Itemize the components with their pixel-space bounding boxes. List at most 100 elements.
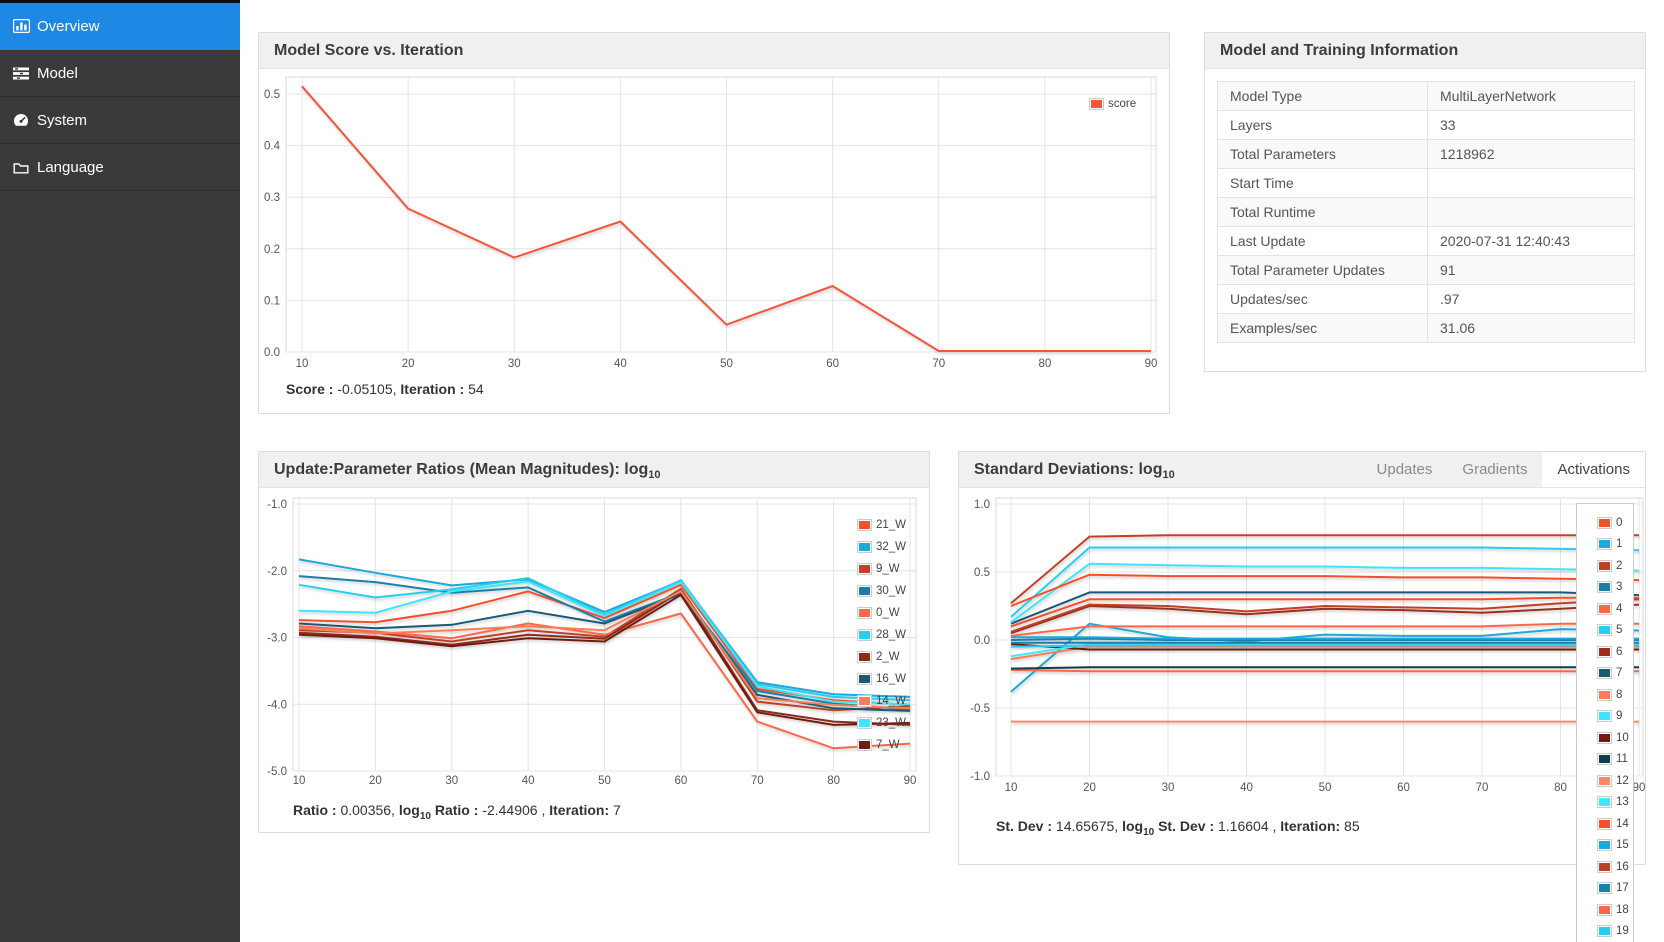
sidebar-item-model[interactable]: Model	[0, 50, 240, 97]
svg-text:90: 90	[1145, 358, 1158, 370]
svg-text:50: 50	[1319, 782, 1332, 794]
svg-text:30: 30	[508, 358, 521, 370]
legend-label: 0	[1616, 516, 1623, 529]
info-row-value: 91	[1427, 255, 1635, 285]
legend-label: 19	[1616, 925, 1629, 938]
svg-text:50: 50	[598, 775, 611, 787]
legend-label: 9	[1616, 710, 1623, 723]
log-ratio-status-value: -2.44906 ,	[478, 802, 550, 818]
legend-label: 7_W	[876, 739, 900, 751]
sidebar-item-label: Overview	[37, 17, 100, 35]
svg-text:80: 80	[1554, 782, 1567, 794]
legend-label: 15	[1616, 839, 1629, 852]
legend-swatch	[1597, 882, 1612, 895]
legend-label: 3	[1616, 581, 1623, 594]
legend-swatch	[857, 629, 872, 641]
legend-swatch	[1597, 774, 1612, 787]
legend-label: 32_W	[876, 541, 907, 553]
legend-label: 2_W	[876, 651, 900, 663]
legend-item: 17	[1597, 878, 1633, 900]
score-panel: Model Score vs. Iteration 0.0 0.1 0.2 0.3 0.…	[258, 32, 1170, 414]
svg-text:-2.0: -2.0	[267, 566, 287, 578]
info-row-value	[1427, 168, 1635, 198]
legend-swatch	[1597, 817, 1612, 830]
legend-label: 14	[1616, 817, 1629, 830]
legend-swatch	[1597, 710, 1612, 723]
legend-swatch	[857, 717, 872, 729]
sidebar: Overview Model System Language	[0, 0, 240, 942]
legend-item: 13	[1597, 792, 1633, 814]
legend-swatch	[1597, 860, 1612, 873]
svg-text:-1.0: -1.0	[970, 771, 990, 783]
svg-text:1.0: 1.0	[974, 499, 990, 511]
ratios-chart[interactable]: -1.0 -2.0 -3.0 -4.0 -5.0 10 20 30 40 50 60 70 80 90	[259, 488, 931, 794]
stdev-panel-header: Standard Deviations: log10 Updates Gradi…	[959, 452, 1645, 488]
log-stdev-status-label: log10 St. Dev :	[1122, 818, 1215, 838]
ratio-status: Ratio : 0.00356, log10 Ratio : -2.44906 …	[293, 802, 621, 822]
legend-swatch	[1597, 559, 1612, 572]
svg-text:10: 10	[296, 358, 309, 370]
sidebar-item-overview[interactable]: Overview	[0, 3, 240, 50]
stdev-panel: Standard Deviations: log10 Updates Gradi…	[958, 451, 1646, 865]
svg-text:20: 20	[402, 358, 415, 370]
legend-label: 23_W	[876, 717, 907, 729]
info-row-label: Updates/sec	[1217, 284, 1428, 314]
bar-chart-icon	[12, 19, 30, 33]
info-row: Updates/sec .97	[1217, 284, 1635, 314]
legend-swatch	[857, 585, 872, 597]
legend-label: 8	[1616, 688, 1623, 701]
score-chart[interactable]: 0.0 0.1 0.2 0.3 0.4 0.5 10 20 30 40 50 60 70 80 90	[259, 69, 1171, 375]
tab-updates[interactable]: Updates	[1376, 461, 1433, 478]
info-row-value: MultiLayerNetwork	[1427, 81, 1635, 111]
svg-text:80: 80	[827, 775, 840, 787]
legend-swatch	[1597, 925, 1612, 938]
legend-label: score	[1108, 98, 1137, 110]
iteration-status-label: Iteration:	[1280, 818, 1341, 834]
info-row-value: 31.06	[1427, 313, 1635, 343]
legend-item: 14	[1597, 813, 1633, 835]
svg-text:0.0: 0.0	[974, 635, 990, 647]
svg-text:20: 20	[369, 775, 382, 787]
sidebar-item-label: Model	[37, 64, 78, 82]
legend-swatch	[1597, 667, 1612, 680]
svg-text:60: 60	[1397, 782, 1410, 794]
info-row-label: Model Type	[1217, 81, 1428, 111]
ratios-chart-legend: 21_W 32_W 9_W 30_W 0_W 28_W 2_W 16_W 14_W 23_W 7_W	[857, 514, 906, 756]
legend-item: 18	[1597, 899, 1633, 921]
model-info-table: Model Type MultiLayerNetwork Layers 33 Total…	[1217, 81, 1635, 343]
legend-label: 9_W	[876, 563, 900, 575]
info-row: Total Parameter Updates 91	[1217, 255, 1635, 285]
legend-swatch	[1597, 731, 1612, 744]
legend-swatch	[857, 651, 872, 663]
tab-gradients[interactable]: Gradients	[1462, 461, 1528, 478]
sidebar-item-system[interactable]: System	[0, 97, 240, 144]
info-row: Start Time	[1217, 168, 1635, 198]
legend-label: 0_W	[876, 607, 900, 619]
stdev-chart[interactable]: 1.00.50.0-0.5-1.010 20 30 40 50 60 70 80 90	[959, 488, 1647, 804]
legend-item: 4	[1597, 598, 1633, 620]
svg-text:-5.0: -5.0	[267, 766, 287, 778]
folder-icon	[12, 161, 30, 174]
legend-item: 3	[1597, 577, 1633, 599]
info-row: Total Parameters 1218962	[1217, 139, 1635, 169]
legend-label: 2	[1616, 559, 1623, 572]
legend-item: 5	[1597, 620, 1633, 642]
tab-activations[interactable]: Activations	[1542, 452, 1645, 487]
score-panel-header: Model Score vs. Iteration	[259, 33, 1169, 69]
score-chart-legend: score	[1089, 93, 1136, 115]
info-row-label: Total Parameters	[1217, 139, 1428, 169]
info-row-label: Total Runtime	[1217, 197, 1428, 227]
legend-item: 11	[1597, 749, 1633, 771]
stdev-tabs: Updates Gradients Activations	[1362, 452, 1645, 487]
svg-text:40: 40	[522, 775, 535, 787]
svg-text:0.4: 0.4	[264, 141, 281, 153]
svg-text:0.5: 0.5	[974, 567, 990, 579]
score-status-value: -0.05105,	[333, 381, 401, 397]
legend-swatch	[1597, 688, 1612, 701]
sidebar-item-language[interactable]: Language	[0, 144, 240, 191]
legend-label: 5	[1616, 624, 1623, 637]
legend-label: 17	[1616, 882, 1629, 895]
legend-label: 30_W	[876, 585, 907, 597]
stdev-panel-title: Standard Deviations: log10	[974, 461, 1175, 482]
